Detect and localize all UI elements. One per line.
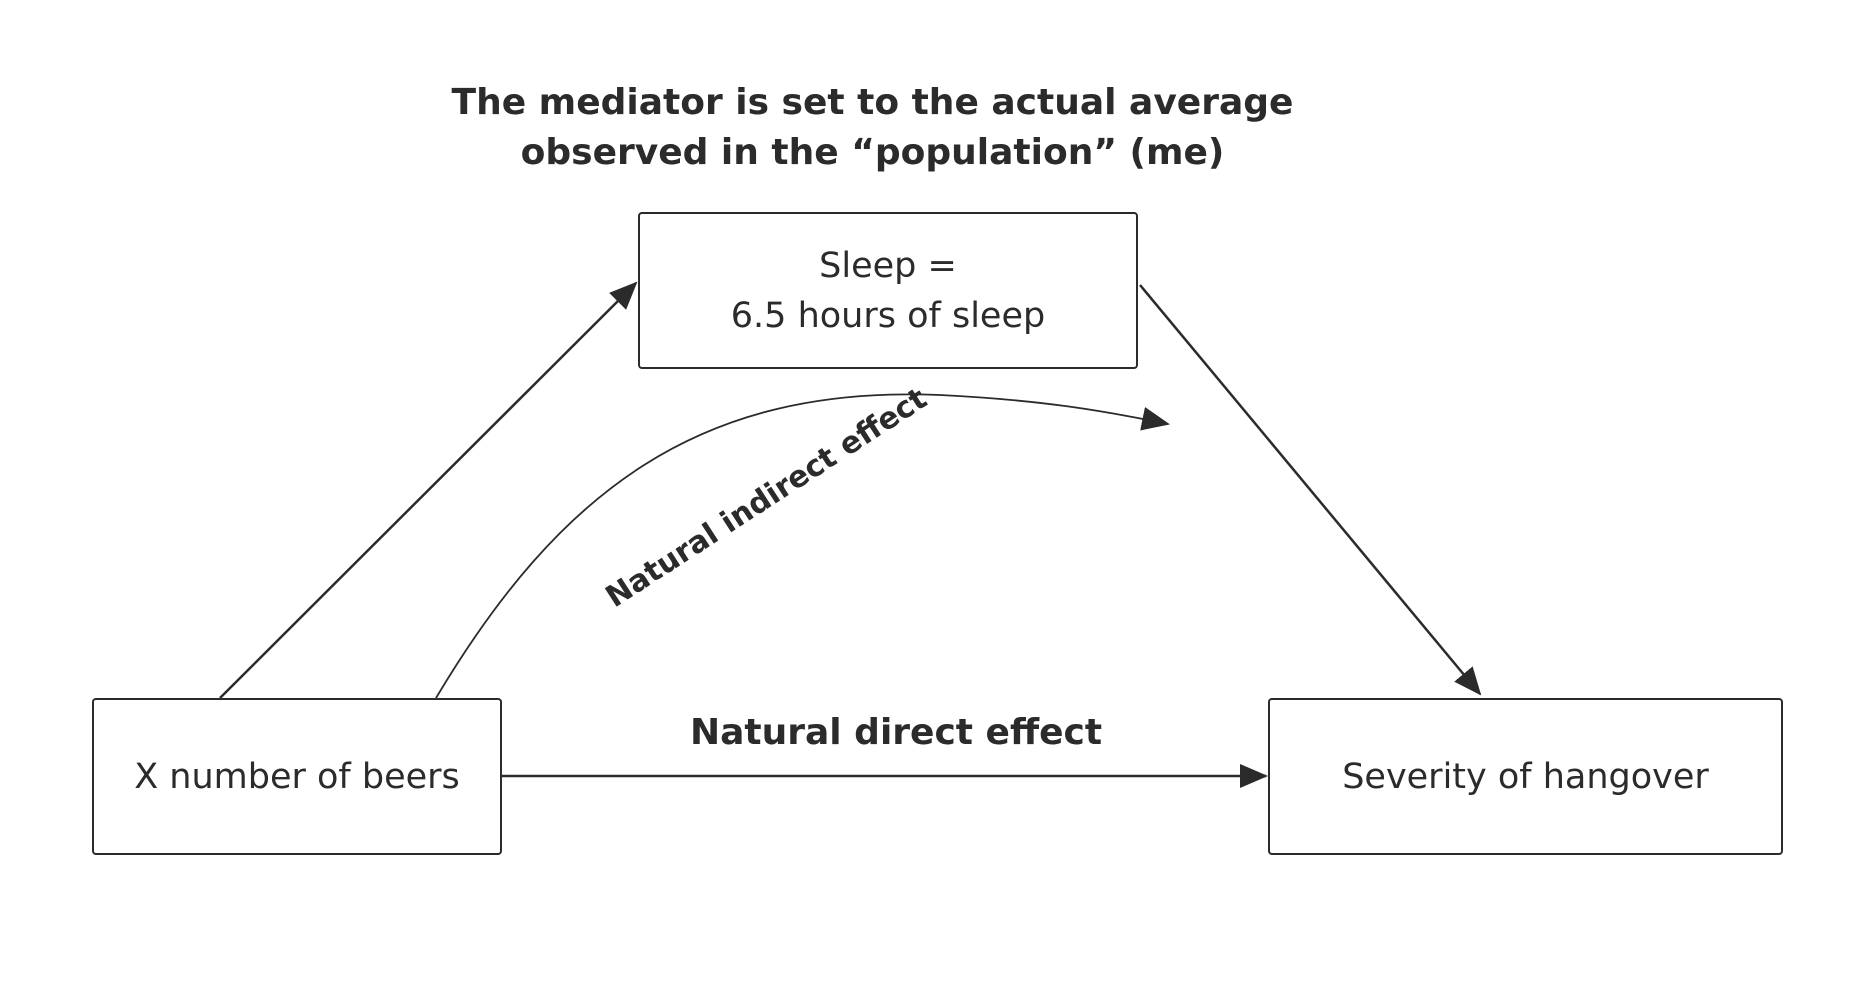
arrow-mediator-to-outcome <box>1139 284 1482 696</box>
diagram-caption: The mediator is set to the actual averag… <box>430 78 1315 178</box>
exposure-node: X number of beers <box>92 698 502 855</box>
outcome-label: Severity of hangover <box>1342 756 1709 797</box>
arrow-indirect-effect-curve <box>435 393 1170 699</box>
outcome-node: Severity of hangover <box>1268 698 1783 855</box>
arrow-exposure-to-mediator <box>219 281 638 699</box>
caption-line-1: The mediator is set to the actual averag… <box>451 82 1294 123</box>
caption-line-2: observed in the “population” (me) <box>520 132 1225 173</box>
mediator-label-line-1: Sleep = <box>819 245 957 286</box>
exposure-label: X number of beers <box>134 756 460 797</box>
mediator-label-line-2: 6.5 hours of sleep <box>730 295 1046 336</box>
direct-effect-label: Natural direct effect <box>690 712 1103 753</box>
mediator-node: Sleep = 6.5 hours of sleep <box>638 212 1138 369</box>
